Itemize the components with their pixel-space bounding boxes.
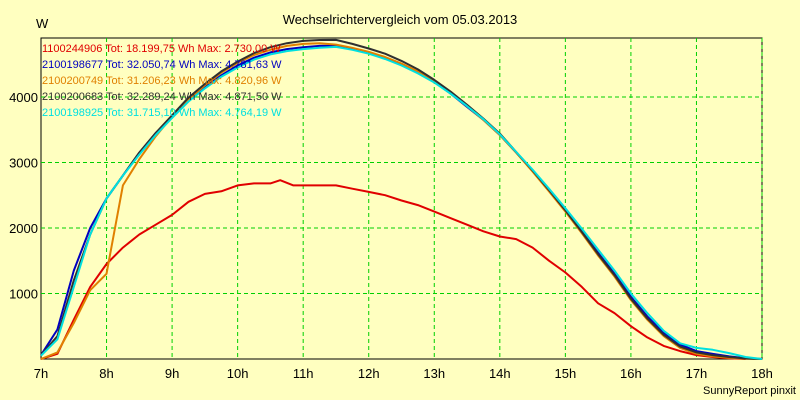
x-tick-label: 10h <box>227 366 249 381</box>
y-axis-ticks: 1000 2000 3000 4000 <box>9 90 38 302</box>
x-tick-label: 12h <box>358 366 380 381</box>
x-tick-label: 15h <box>555 366 577 381</box>
footer-text: SunnyReport pinxit <box>703 385 796 397</box>
chart-title: Wechselrichtervergleich vom 05.03.2013 <box>283 12 518 27</box>
x-tick-label: 14h <box>489 366 511 381</box>
x-tick-label: 8h <box>99 366 113 381</box>
x-axis-ticks: 7h 8h 9h 10h 11h 12h 13h 14h 15h 16h 17h 18h <box>34 366 773 381</box>
series-line-1100244906 <box>40 179 746 360</box>
x-tick-label: 17h <box>686 366 708 381</box>
x-tick-label: 18h <box>751 366 773 381</box>
legend-entry-2100200683: 2100200683 Tot: 32.289,24 Wh Max: 4.871,… <box>42 91 282 103</box>
x-tick-label: 16h <box>620 366 642 381</box>
y-tick-label: 4000 <box>9 90 38 105</box>
legend-entry-1100244906: 1100244906 Tot: 18.199,75 Wh Max: 2.730,… <box>42 43 281 55</box>
y-tick-label: 2000 <box>9 221 38 236</box>
x-tick-label: 13h <box>423 366 445 381</box>
plot-area <box>40 37 763 360</box>
series-line-2100200683 <box>40 38 763 360</box>
x-tick-label: 9h <box>165 366 179 381</box>
legend-entry-2100198925: 2100198925 Tot: 31.715,10 Wh Max: 4.764,… <box>42 107 282 119</box>
y-axis-label: W <box>36 16 49 31</box>
legend-entry-2100200749: 2100200749 Tot: 31.206,23 Wh Max: 4.820,… <box>42 75 282 87</box>
y-tick-label: 1000 <box>9 286 38 301</box>
legend: 1100244906 Tot: 18.199,75 Wh Max: 2.730,… <box>42 43 282 119</box>
legend-entry-2100198677: 2100198677 Tot: 32.050,74 Wh Max: 4.781,… <box>42 59 282 71</box>
series-lines <box>40 38 763 360</box>
grid-lines <box>41 38 763 359</box>
x-tick-label: 11h <box>293 366 314 381</box>
x-tick-label: 7h <box>34 366 48 381</box>
series-line-2100198925 <box>40 45 763 360</box>
y-tick-label: 3000 <box>9 155 38 170</box>
